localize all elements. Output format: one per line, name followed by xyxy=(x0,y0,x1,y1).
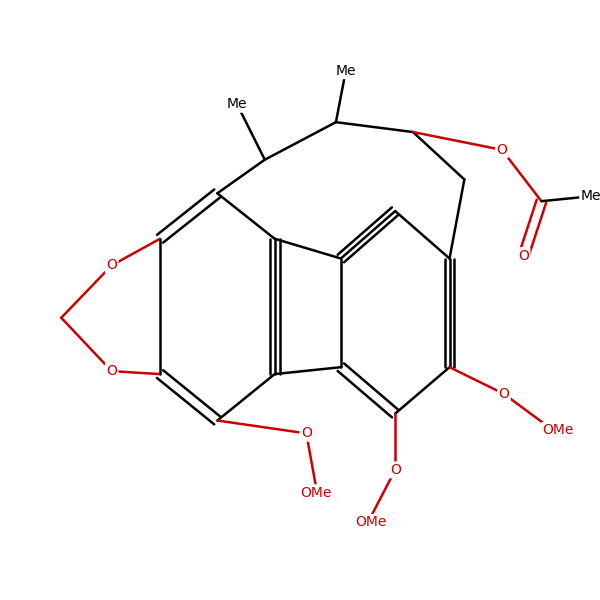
Text: O: O xyxy=(390,463,401,477)
Text: OMe: OMe xyxy=(542,424,574,437)
Text: Me: Me xyxy=(227,97,247,112)
Text: Me: Me xyxy=(581,189,600,203)
Text: OMe: OMe xyxy=(301,485,332,500)
Text: Me: Me xyxy=(335,64,356,78)
Text: O: O xyxy=(301,427,312,440)
Text: O: O xyxy=(499,387,509,401)
Text: O: O xyxy=(106,259,117,272)
Text: O: O xyxy=(106,364,117,378)
Text: OMe: OMe xyxy=(355,515,386,529)
Text: O: O xyxy=(496,143,508,157)
Text: O: O xyxy=(518,248,529,263)
